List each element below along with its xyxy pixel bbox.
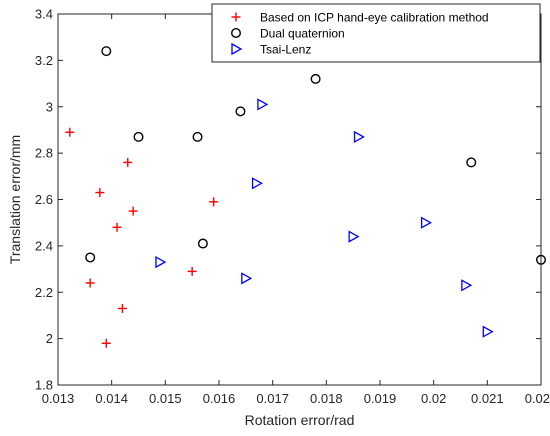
data-point-triangle-right — [155, 256, 167, 269]
data-point-triangle-right — [420, 216, 432, 229]
y-tick-label: 2 — [46, 331, 53, 346]
x-tick-label: 0.013 — [42, 391, 75, 406]
data-point-circle — [101, 46, 112, 57]
x-tick-label: 0.017 — [256, 391, 289, 406]
legend-label: Tsai-Lenz — [260, 43, 311, 57]
legend-marker — [231, 12, 241, 22]
triangle-marker-shape — [461, 279, 473, 292]
triangle-marker-shape — [155, 256, 167, 269]
data-point-circle — [197, 238, 208, 249]
triangle-marker-shape — [241, 272, 253, 285]
y-tick-label: 1.8 — [35, 378, 53, 393]
data-markers — [65, 46, 547, 348]
circle-marker-shape — [197, 238, 208, 249]
data-point-plus — [95, 188, 105, 198]
data-point-plus — [101, 338, 111, 348]
x-axis-label: Rotation error/rad — [245, 412, 355, 428]
data-point-circle — [466, 157, 477, 168]
triangle-marker-shape — [251, 177, 263, 190]
legend-marker — [230, 28, 241, 39]
circle-marker-shape — [230, 28, 241, 39]
legend: Based on ICP hand-eye calibration method… — [211, 3, 541, 63]
data-point-plus — [123, 157, 133, 167]
axis-ticks: 0.013 0.014 0.015 0.016 0.017 0.018 0.019 0.02 0… — [35, 7, 550, 407]
triangle-marker-shape — [348, 230, 360, 243]
plot-area — [57, 13, 542, 386]
x-tick-label: 0.022 — [525, 391, 550, 406]
data-point-triangle-right — [241, 272, 253, 285]
circle-marker-shape — [101, 46, 112, 57]
series-0-points — [65, 127, 219, 348]
x-tick-label: 0.015 — [149, 391, 182, 406]
y-tick-label: 2.6 — [35, 192, 53, 207]
data-point-triangle-right — [461, 279, 473, 292]
series-2-points — [155, 98, 494, 338]
circle-marker-shape — [536, 254, 547, 265]
x-tick-label: 0.016 — [203, 391, 236, 406]
legend-box — [211, 3, 541, 63]
circle-marker-shape — [310, 73, 321, 84]
legend-label: Dual quaternion — [260, 27, 345, 41]
data-point-circle — [235, 106, 246, 117]
data-point-plus — [65, 127, 75, 137]
circle-marker-shape — [235, 106, 246, 117]
data-point-plus — [85, 278, 95, 288]
x-tick-label: 0.018 — [310, 391, 343, 406]
data-point-triangle-right — [257, 98, 269, 111]
triangle-marker-shape — [353, 130, 365, 143]
circle-marker-shape — [85, 252, 96, 263]
legend-entry: Based on ICP hand-eye calibration method — [231, 11, 489, 25]
legend-entry: Tsai-Lenz — [231, 42, 311, 57]
data-point-triangle-right — [251, 177, 263, 190]
triangle-marker-shape — [231, 42, 243, 56]
x-tick-label: 0.021 — [471, 391, 504, 406]
data-point-circle — [192, 131, 203, 142]
triangle-marker-shape — [420, 216, 432, 229]
data-point-plus — [187, 266, 197, 276]
legend-entry: Dual quaternion — [230, 27, 345, 41]
data-point-plus — [117, 303, 127, 313]
circle-marker-shape — [466, 157, 477, 168]
data-point-circle — [536, 254, 547, 265]
legend-marker — [231, 42, 243, 56]
data-point-triangle-right — [348, 230, 360, 243]
plot-frame — [57, 13, 542, 386]
y-tick-label: 3.4 — [35, 7, 53, 22]
x-tick-label: 0.02 — [421, 391, 446, 406]
y-tick-label: 2.2 — [35, 285, 53, 300]
y-tick-label: 2.8 — [35, 146, 53, 161]
triangle-marker-shape — [482, 325, 494, 338]
triangle-marker-shape — [257, 98, 269, 111]
data-point-triangle-right — [353, 130, 365, 143]
series-1-points — [85, 46, 547, 265]
legend-label: Based on ICP hand-eye calibration method — [260, 11, 489, 25]
data-point-circle — [310, 73, 321, 84]
data-point-triangle-right — [482, 325, 494, 338]
y-axis-label: Translation error/mm — [7, 135, 23, 264]
y-tick-label: 3.2 — [35, 53, 53, 68]
data-point-circle — [133, 131, 144, 142]
y-tick-label: 3 — [46, 99, 53, 114]
x-tick-label: 0.019 — [364, 391, 397, 406]
y-tick-label: 2.4 — [35, 238, 53, 253]
circle-marker-shape — [133, 131, 144, 142]
circle-marker-shape — [192, 131, 203, 142]
data-point-plus — [112, 222, 122, 232]
data-point-plus — [128, 206, 138, 216]
data-point-plus — [209, 197, 219, 207]
x-tick-label: 0.014 — [95, 391, 128, 406]
data-point-circle — [85, 252, 96, 263]
